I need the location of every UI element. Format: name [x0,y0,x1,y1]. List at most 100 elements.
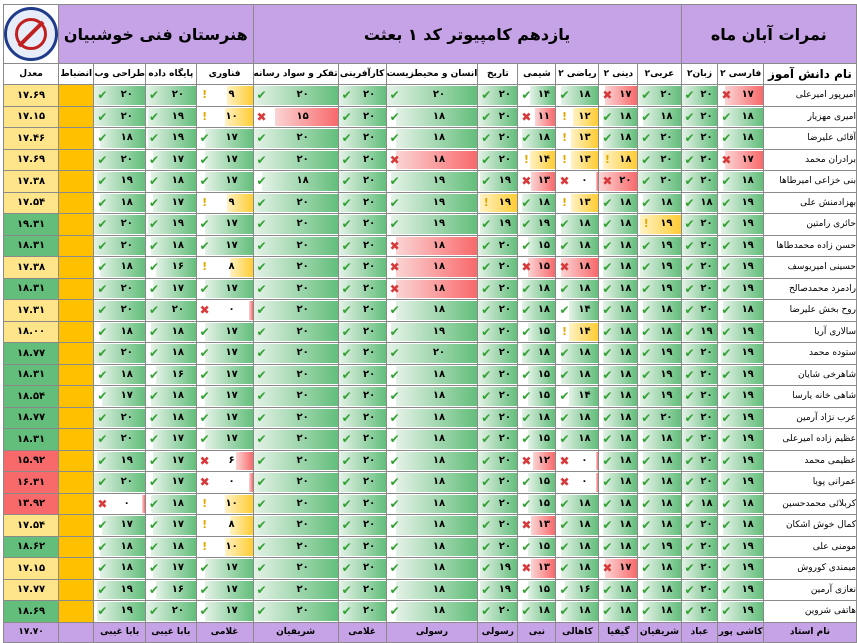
grade-cell-body: ۱۴ ✔ [556,386,598,407]
grade-value: ۱۷ [171,562,184,573]
grade-value: ۱۵ [537,497,551,509]
average-cell: ۱۷.۳۸ [2,170,60,193]
grade-value: ۱۷ [225,368,238,380]
grade-cell: ۱۹ ✔ [717,557,764,580]
grade-value: ۲۰ [296,132,309,143]
grade-bar [685,494,717,513]
check-icon: ✔ [559,303,570,317]
grade-cell-body: ۲۰ ✔ [146,300,196,321]
grade-value: ۱۹ [120,175,133,186]
grade-cell-body: ۱۶ ✔ [556,579,598,600]
grade-bar [603,236,637,255]
grade-value: ۲۰ [363,239,376,251]
grade-cell: ۱۵ ✔ [517,578,557,601]
check-icon: ✔ [481,453,492,468]
check-icon: ✔ [559,539,570,554]
grade-value: ۱۸ [741,132,754,143]
grade-bar [595,451,598,470]
grade-value: ۲۰ [296,347,309,358]
grade-bar [529,150,555,169]
grade-cell-body: ۱۱ ✖ [518,106,555,127]
grade-cell: ۲۰ ✔ [385,342,479,365]
grade-cell-body: ۲۰ ✔ [254,493,338,514]
grade-cell: ۱۳ ✖ [517,557,557,580]
grade-value: ۱۵ [296,110,309,122]
grade-cell: ۱۸ ✔ [598,406,639,429]
grade-cell-body: ۲۰ ✔ [254,235,338,256]
grade-bar [638,86,681,105]
grade-cell: ۲۰ ✔ [477,492,519,515]
grade-cell-body: ۱۰! [197,106,253,127]
check-icon: ✔ [641,346,652,360]
grade-cell-body: ۱۹ ✔ [387,171,477,192]
grade-bar [94,408,145,427]
check-icon: ✔ [521,281,532,296]
grade-cell: ۲۰ ✔ [637,84,682,107]
grade-cell: ۱۸ ✔ [598,514,639,537]
check-icon: ✔ [641,174,652,188]
grade-cell: ۹! [195,191,254,214]
grade-cell: ۲۰ ✔ [680,256,719,279]
check-icon: ✔ [148,453,159,468]
check-icon: ✔ [97,367,108,382]
grade-value: ۱۸ [171,390,184,401]
check-icon: ✔ [684,260,695,274]
grade-bar [99,193,145,212]
grade-value: ۱۷ [171,433,184,444]
grade-cell-body: ۱۵ ✔ [518,472,555,493]
grade-cell-body: ۱۸ ✔ [638,321,681,342]
grade-value: ۱۸ [432,605,446,616]
check-icon: ✔ [256,582,267,597]
grade-cell: ۱۵ ✔ [517,385,557,408]
grade-bar [254,494,338,513]
grade-value: ۱۸ [619,196,632,208]
grade-cell-body: ۱۸ ✔ [638,106,681,127]
check-icon: ✔ [721,303,732,317]
grade-cell-body: ۰ ✖ [197,472,253,493]
grade-cell: ۲۰ ✔ [252,213,339,236]
grade-cell-body: ۲۰ ✔ [478,493,517,514]
grade-value: ۱۸ [432,476,446,487]
grade-cell-body: ۱۸ ✔ [556,536,598,557]
check-icon: ✔ [97,539,108,554]
grade-value: ۱۸ [432,519,446,530]
check-icon: ✔ [721,346,732,360]
grade-cell-body: ۱۸ ✔ [638,515,681,536]
check-icon: ✔ [97,195,108,210]
grade-cell: ۱۸ ✔ [637,320,682,343]
grade-cell: ۸! [195,514,254,537]
check-icon: ✔ [148,217,159,231]
check-icon: ✔ [684,582,695,597]
grade-cell: ۱۹ ✔ [717,578,764,601]
average-cell: ۱۷.۶۹ [2,148,60,171]
cross-icon: ✖ [199,475,210,489]
grade-value: ۱۸ [619,476,632,487]
grade-cell-body: ۱۷ ✔ [197,429,253,450]
check-icon: ✔ [684,109,695,124]
grade-cell: ۱۸ ✔ [598,342,639,365]
warning-icon: ! [202,496,208,510]
grade-cell-body: ۱۸ ✔ [638,601,681,622]
grade-cell-body: ۱۷ ✔ [146,450,196,471]
grade-value: ۱۷ [619,562,632,573]
grade-cell-body: ۲۰ ✔ [478,278,517,299]
grade-cell-body: ۱۸ ✔ [638,450,681,471]
grade-bar [339,430,386,449]
grade-cell: ۱۸ ✔ [517,127,557,150]
grade-cell: ۱۸ ✔ [598,471,639,494]
grade-bar [339,559,386,578]
grade-cell-body: ۱۹ ✔ [94,171,145,192]
grade-cell: ۱۹ ✔ [93,170,146,193]
check-icon: ✔ [256,432,267,446]
grade-cell: ۲۰ ✔ [93,299,146,322]
grade-cell: ۱۸ ✔ [385,600,479,623]
grade-value: ۱۸ [619,325,632,337]
grade-cell: ۱۵ ✖ [252,105,339,128]
student-name: میمندی کوروش [762,557,857,580]
grade-cell-body: ۱۸ ✖ [556,257,598,278]
grade-cell: ۱۷ ✔ [195,170,254,193]
grade-value: ۱۲ [537,454,551,466]
warning-icon: ! [202,260,208,273]
grade-bar [254,430,338,449]
check-icon: ✔ [481,582,492,597]
